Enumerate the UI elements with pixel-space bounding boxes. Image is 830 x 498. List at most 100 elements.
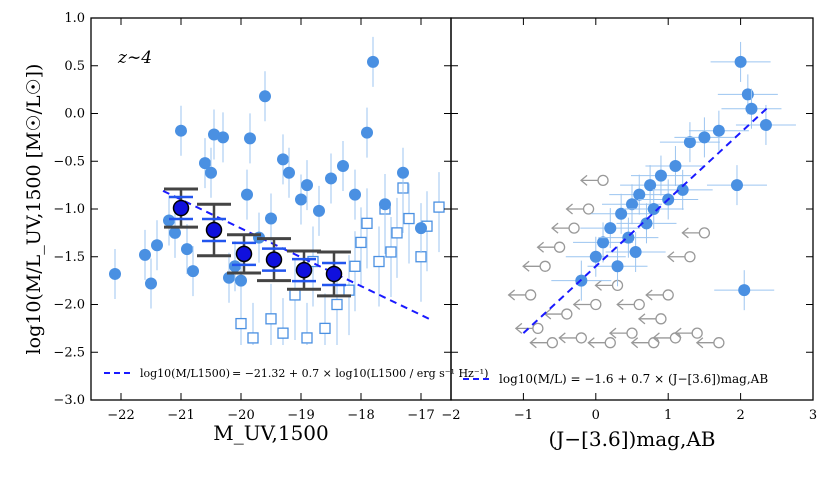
detection-point <box>229 260 241 273</box>
detection-point <box>169 226 181 239</box>
limit-point <box>575 332 587 344</box>
limit-arrow-head <box>565 203 573 215</box>
limit-arrow-head <box>536 241 545 253</box>
detection-point <box>217 131 229 144</box>
y-tick-label: −1.5 <box>53 250 85 265</box>
detection-point <box>265 212 277 225</box>
upper-limit-point <box>265 313 277 325</box>
x-tick-label: −19 <box>287 408 314 423</box>
limit-point <box>691 327 703 339</box>
x-tick-label: −2 <box>441 408 460 423</box>
limit-point <box>626 327 638 339</box>
detection-point <box>669 160 682 173</box>
detection-point <box>589 250 602 263</box>
right-x-ticks: −2 −1 0 1 2 3 <box>441 18 817 423</box>
detection-point <box>223 271 235 284</box>
bin-median-point <box>295 261 313 279</box>
x-tick-label: −20 <box>227 408 254 423</box>
limit-arrow-head <box>637 313 646 325</box>
limit-point <box>713 337 725 349</box>
detection-point <box>295 193 307 206</box>
right-detections-layer <box>551 41 796 311</box>
detection-point <box>175 124 187 137</box>
limit-point <box>669 332 682 344</box>
limit-arrow-head <box>652 332 660 344</box>
detection-point <box>647 203 660 215</box>
limit-point <box>546 337 559 349</box>
left-detections-layer <box>109 36 427 309</box>
limit-arrow-head <box>514 322 523 334</box>
detection-point <box>208 128 220 141</box>
limit-arrow-head <box>674 327 682 339</box>
bin-median-point <box>205 221 223 239</box>
detection-point <box>629 245 642 258</box>
right-fit-line <box>522 105 771 334</box>
redshift-annotation: z∼4 <box>117 48 152 68</box>
right-y-ticks <box>451 17 813 401</box>
y-tick-label: −2.5 <box>53 345 85 360</box>
upper-limit-point <box>319 322 331 335</box>
x-tick-label: −1 <box>514 408 533 423</box>
detection-point <box>738 284 751 297</box>
limit-arrow-head <box>551 222 559 234</box>
x-tick-label: −18 <box>347 408 374 423</box>
detection-point <box>361 126 373 139</box>
left-x-axis-label: M_UV,1500 <box>213 421 329 445</box>
limit-point <box>590 298 602 311</box>
detection-point <box>277 153 289 166</box>
detection-point <box>597 236 610 249</box>
limit-arrow-head <box>594 279 602 291</box>
limit-point <box>648 337 660 349</box>
limit-point <box>662 289 674 301</box>
limit-point <box>582 203 595 215</box>
limit-arrow-head <box>507 289 516 301</box>
bin-median-point <box>235 245 253 263</box>
limit-arrow-head <box>695 337 704 349</box>
left-x-ticks: −22 −21 −20 −19 −18 −17 <box>107 18 435 423</box>
x-tick-label: 0 <box>592 408 600 423</box>
y-tick-label: −2.0 <box>53 298 85 313</box>
upper-limit-point <box>331 298 343 311</box>
detection-point <box>626 198 638 211</box>
detection-point <box>145 277 157 290</box>
right-legend: log10(M/L) = −1.6 + 0.7 × (J−[3.6])mag,A… <box>463 372 768 386</box>
detection-point <box>151 239 163 252</box>
limit-arrow-head <box>616 299 624 310</box>
detection-point <box>615 207 628 220</box>
detection-point <box>698 131 711 144</box>
detection-point <box>611 260 624 273</box>
upper-limit-point <box>301 332 313 344</box>
detection-point <box>187 265 199 278</box>
limit-point <box>561 308 573 320</box>
detection-point <box>415 222 427 235</box>
limit-arrow-head <box>529 337 537 349</box>
x-tick-label: 1 <box>664 408 672 423</box>
limit-arrow-head <box>522 260 530 272</box>
bin-median-point <box>325 265 343 283</box>
upper-limit-point <box>403 212 415 225</box>
upper-limit-point <box>385 246 397 258</box>
y-tick-label: 0.0 <box>64 107 85 122</box>
bin-median-point <box>172 199 190 217</box>
detection-point <box>163 214 175 227</box>
y-tick-label: −1.0 <box>53 202 85 217</box>
limit-point <box>532 322 544 335</box>
limit-point <box>684 251 696 263</box>
detection-point <box>644 179 657 192</box>
detection-point <box>244 132 256 145</box>
y-tick-label: 0.5 <box>64 59 85 74</box>
detection-point <box>139 248 151 261</box>
detection-point <box>367 55 379 68</box>
upper-limit-point <box>349 260 361 272</box>
y-tick-label: 1.0 <box>64 11 85 26</box>
detection-point <box>640 217 653 230</box>
detection-point <box>683 136 696 149</box>
limit-arrow-head <box>608 327 617 339</box>
detection-point <box>313 204 325 217</box>
x-tick-label: 3 <box>809 408 817 423</box>
limit-point <box>568 222 580 234</box>
limit-arrow-head <box>630 337 639 349</box>
x-tick-label: −21 <box>167 408 194 423</box>
limit-point <box>633 298 645 311</box>
detection-point <box>759 118 772 131</box>
